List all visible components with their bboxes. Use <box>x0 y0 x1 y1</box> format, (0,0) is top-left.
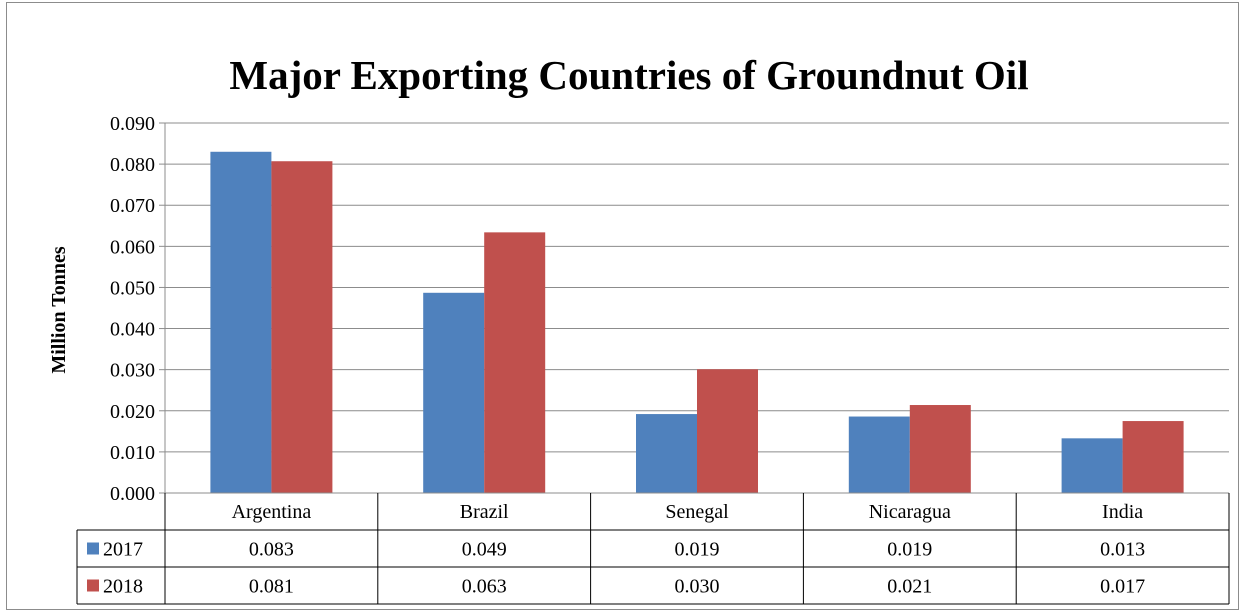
chart-svg: Major Exporting Countries of Groundnut O… <box>48 52 1230 605</box>
legend-label: 2017 <box>103 539 143 561</box>
y-axis: 0.000 0.010 0.020 0.030 0.040 0.050 0.060 0.070… <box>110 113 1229 505</box>
legend-swatch-2018 <box>87 579 99 592</box>
bar-2018-argentina <box>271 161 333 493</box>
y-tick-label: 0.040 <box>110 319 155 341</box>
table-cell-2017: 0.049 <box>462 539 507 561</box>
y-tick-label: 0.080 <box>110 154 155 176</box>
x-tick-label: India <box>1102 501 1143 523</box>
bar-2018-india <box>1122 421 1184 493</box>
table-cell-2018: 0.063 <box>462 576 507 598</box>
table-cell-2018: 0.030 <box>675 576 720 598</box>
bar-2018-brazil <box>484 232 546 493</box>
legend-label: 2018 <box>103 576 143 598</box>
bar-2018-nicaragua <box>909 405 971 493</box>
bar-2017-brazil <box>423 292 485 493</box>
chart-title: Major Exporting Countries of Groundnut O… <box>229 52 1028 98</box>
chart-frame: Major Exporting Countries of Groundnut O… <box>6 2 1239 610</box>
y-axis-label: Million Tonnes <box>48 246 70 373</box>
table-cell-2017: 0.019 <box>887 539 932 561</box>
y-tick-label: 0.020 <box>110 401 155 423</box>
x-tick-label: Nicaragua <box>869 501 951 523</box>
table-cell-2017: 0.083 <box>249 539 294 561</box>
table-cell-2018: 0.081 <box>249 576 294 598</box>
data-table: Argentina Brazil Senegal Nicaragua India 2017… <box>76 493 1230 605</box>
y-tick-label: 0.050 <box>110 277 155 299</box>
table-cell-2017: 0.013 <box>1100 539 1145 561</box>
bar-2018-senegal <box>697 369 758 493</box>
bar-2017-nicaragua <box>848 416 910 493</box>
bar-2017-senegal <box>636 414 697 493</box>
bars <box>210 151 1184 493</box>
y-tick-label: 0.070 <box>110 195 155 217</box>
table-cell-2018: 0.017 <box>1100 576 1145 598</box>
y-tick-label: 0.000 <box>110 483 155 505</box>
y-tick-label: 0.060 <box>110 236 155 258</box>
y-tick-label: 0.030 <box>110 360 155 382</box>
gridlines <box>165 122 1229 453</box>
bar-2017-india <box>1061 438 1123 493</box>
x-tick-label: Argentina <box>232 501 312 523</box>
y-tick-label: 0.010 <box>110 442 155 464</box>
y-tick-label: 0.090 <box>110 113 155 135</box>
table-cell-2018: 0.021 <box>887 576 932 598</box>
x-tick-label: Brazil <box>460 501 509 523</box>
table-cell-2017: 0.019 <box>675 539 720 561</box>
x-tick-label: Senegal <box>665 501 729 523</box>
bar-2017-argentina <box>210 151 272 493</box>
legend-swatch-2017 <box>87 542 99 555</box>
